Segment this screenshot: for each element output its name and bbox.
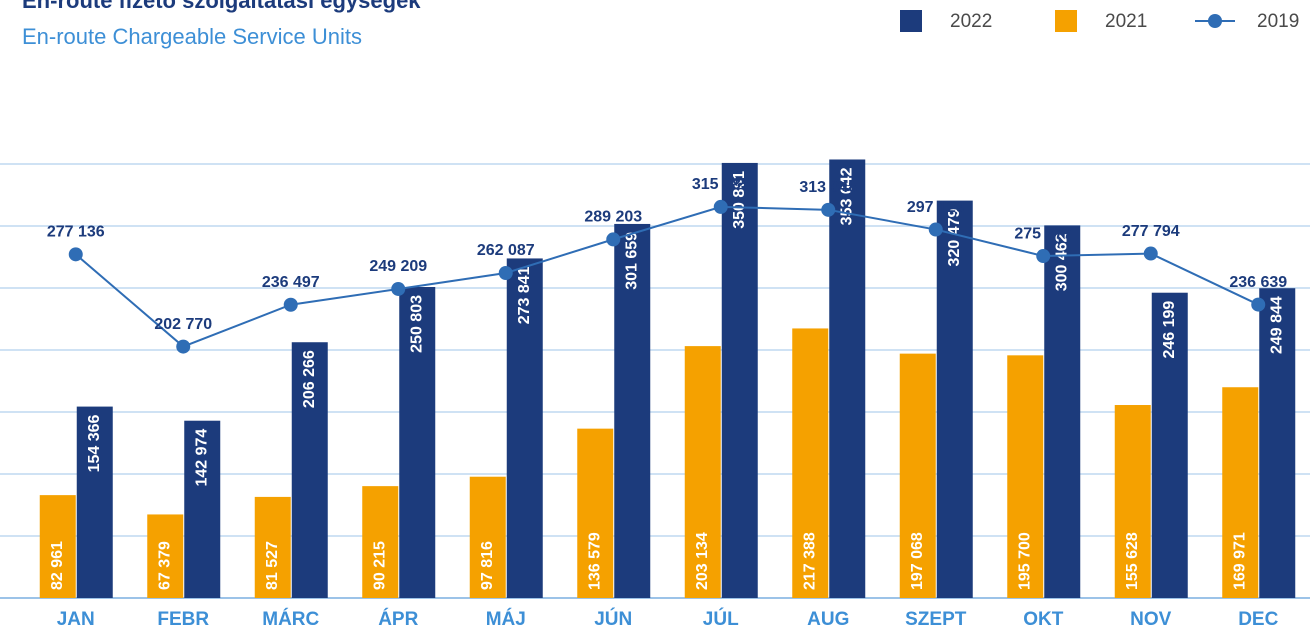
value-label: 300 462 [1053, 233, 1070, 291]
x-tick-label: JAN [57, 609, 95, 630]
value-label: 197 068 [909, 532, 926, 590]
bar [1222, 387, 1259, 598]
value-label: 289 203 [584, 209, 642, 226]
value-label: 154 366 [86, 414, 103, 472]
bar [147, 514, 184, 598]
bar [506, 258, 543, 598]
value-label: 169 971 [1231, 532, 1248, 590]
bar [362, 486, 399, 598]
bar [39, 495, 76, 598]
x-tick-label: OKT [1023, 609, 1064, 630]
line-point [1143, 246, 1158, 261]
line-point [176, 339, 191, 354]
value-label: 350 861 [731, 171, 748, 229]
line-point [68, 247, 83, 262]
value-label: 236 497 [262, 274, 320, 291]
line-point [928, 222, 943, 237]
legend-label: 2021 [1105, 11, 1147, 32]
value-label: 277 794 [1122, 223, 1180, 240]
value-label: 273 841 [516, 266, 533, 324]
x-tick-label: JÚN [594, 608, 632, 630]
value-label: 67 379 [156, 541, 173, 590]
value-label: 249 844 [1268, 296, 1285, 354]
x-tick-label: FEBR [157, 609, 209, 630]
bar [899, 353, 936, 598]
value-label: 313 048 [799, 179, 857, 196]
line-point [1251, 297, 1266, 312]
bar [76, 406, 113, 598]
line [75, 205, 1259, 348]
value-label: 81 527 [264, 541, 281, 590]
line-point [283, 297, 298, 312]
bar [254, 496, 291, 598]
value-label: 136 579 [586, 532, 603, 590]
value-label: 249 209 [369, 258, 427, 275]
value-label: 195 700 [1016, 532, 1033, 590]
line-point [391, 281, 406, 296]
bar [792, 328, 829, 598]
legend-swatch [1055, 10, 1077, 32]
value-label: 246 199 [1161, 301, 1178, 359]
line-point [606, 232, 621, 247]
value-label: 202 770 [154, 316, 212, 333]
line-point [821, 202, 836, 217]
chart-title: En-route fizető szolgáltatási egységek [22, 0, 421, 13]
x-tick-label: SZEPT [905, 609, 967, 630]
bar [721, 162, 758, 598]
line-point [713, 199, 728, 214]
value-label: 297 129 [907, 199, 965, 216]
bar [1151, 292, 1188, 598]
bar [936, 200, 973, 599]
value-label: 236 639 [1229, 274, 1287, 291]
value-label: 277 136 [47, 224, 105, 241]
value-label: 90 215 [371, 541, 388, 590]
line-point [1036, 249, 1051, 264]
bar [469, 476, 506, 598]
bar [291, 342, 328, 598]
bar [829, 159, 866, 598]
bar [577, 428, 614, 598]
value-label: 206 266 [301, 350, 318, 408]
x-tick-label: AUG [807, 609, 849, 630]
chart-subtitle: En-route Chargeable Service Units [22, 24, 362, 49]
line-point [498, 266, 513, 281]
x-tick-label: MÁJ [486, 608, 526, 630]
value-label: 155 628 [1124, 532, 1141, 590]
legend-label: 2019 [1257, 11, 1299, 32]
bar [1007, 355, 1044, 598]
value-label: 262 087 [477, 242, 535, 259]
bar [614, 223, 651, 598]
value-label: 142 974 [193, 429, 210, 487]
bar [184, 420, 221, 598]
bar [1259, 288, 1296, 598]
value-label: 97 816 [479, 541, 496, 590]
value-label: 320 479 [946, 209, 963, 267]
value-label: 315 385 [692, 176, 750, 193]
value-label: 217 388 [801, 532, 818, 590]
legend-swatch [900, 10, 922, 32]
bar [399, 287, 436, 598]
value-label: 203 134 [694, 532, 711, 590]
legend-swatch [1208, 14, 1222, 28]
bar [684, 346, 721, 598]
value-label: 250 803 [408, 295, 425, 353]
x-tick-label: NOV [1130, 609, 1172, 630]
bar [1044, 225, 1081, 598]
value-label: 275 777 [1014, 225, 1072, 242]
legend-label: 2022 [950, 11, 992, 32]
x-tick-label: JÚL [703, 608, 739, 630]
value-label: 301 659 [623, 232, 640, 290]
bar [1114, 405, 1151, 598]
x-tick-label: MÁRC [262, 608, 319, 630]
value-label: 82 961 [49, 541, 66, 590]
value-label: 353 642 [838, 167, 855, 225]
x-tick-label: ÁPR [378, 608, 418, 630]
x-tick-label: DEC [1238, 609, 1278, 630]
